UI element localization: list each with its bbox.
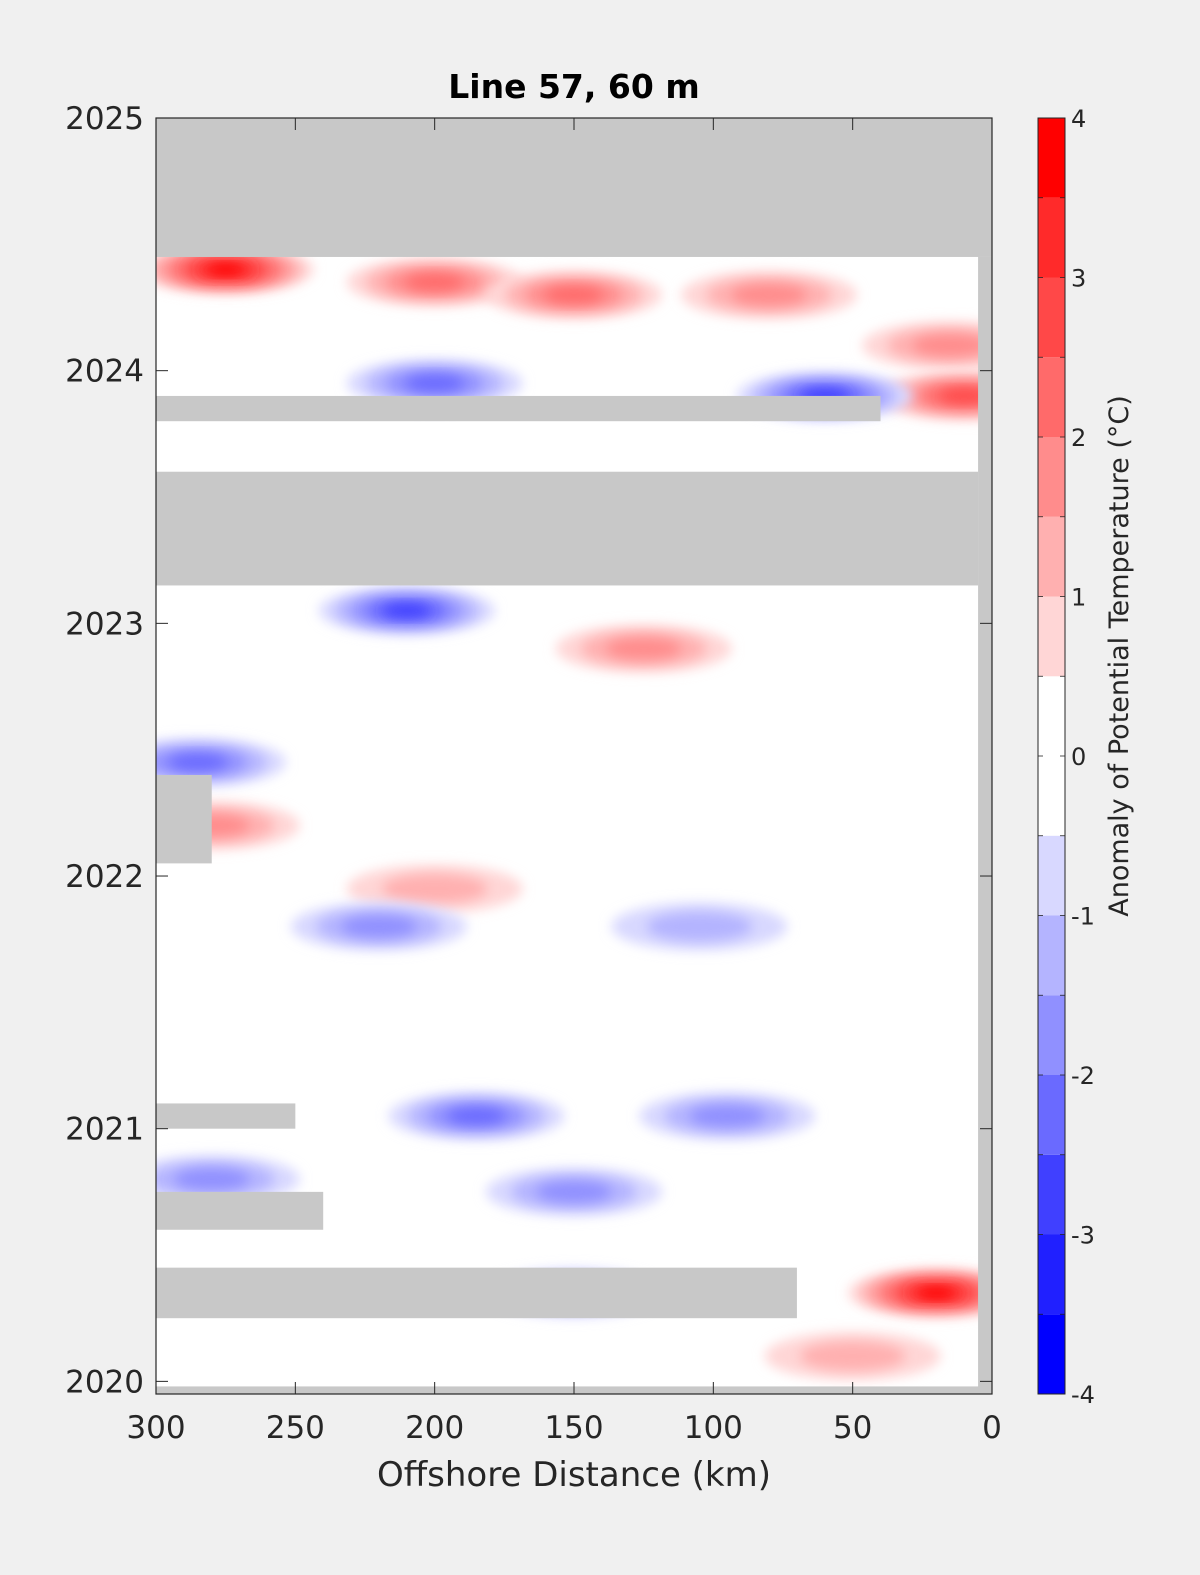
colorbar-swatch	[1038, 118, 1065, 198]
anomaly-contour	[405, 274, 464, 291]
x-tick-label: 300	[126, 1410, 185, 1446]
colorbar-swatch	[1038, 756, 1065, 836]
x-axis-label: Offshore Distance (km)	[377, 1455, 771, 1495]
no-data-region	[156, 395, 881, 422]
anomaly-contour	[605, 638, 682, 659]
colorbar-swatch	[1038, 1075, 1065, 1155]
colorbar-swatch	[1038, 197, 1065, 278]
no-data-region	[156, 471, 979, 586]
colorbar-swatch	[1038, 676, 1065, 756]
colorbar-tick-label: 4	[1071, 105, 1086, 133]
no-data-region	[156, 1103, 296, 1129]
colorbar-tick-label: -3	[1071, 1222, 1095, 1250]
y-tick-label: 2021	[65, 1112, 144, 1148]
x-tick-label: 250	[266, 1410, 325, 1446]
colorbar-tick-label: 3	[1071, 265, 1086, 293]
colorbar-swatch	[1038, 1314, 1065, 1394]
anomaly-contour	[382, 604, 431, 618]
anomaly-contour	[536, 1181, 612, 1203]
anomaly-contour	[646, 912, 753, 941]
colorbar-tick-label: 0	[1071, 743, 1086, 771]
anomaly-contour	[405, 375, 464, 392]
anomaly-contour	[174, 1168, 250, 1190]
colorbar-tick-label: 2	[1071, 424, 1086, 452]
colorbar-swatch	[1038, 915, 1065, 996]
anomaly-contour	[544, 286, 604, 303]
anomaly-contour	[912, 335, 988, 356]
colorbar-swatch	[1038, 1154, 1065, 1235]
colorbar: -4 -3 -2 -1 0 1 2 3 4	[1037, 105, 1095, 1409]
no-data-region	[156, 774, 212, 864]
colorbar-swatch	[1038, 516, 1065, 597]
anomaly-contour	[731, 284, 807, 306]
anomaly-contour	[168, 754, 228, 771]
colorbar-swatch	[1038, 437, 1065, 517]
colorbar-swatch	[1038, 995, 1065, 1075]
colorbar-swatch	[1038, 835, 1065, 916]
colorbar-swatch	[1038, 277, 1065, 358]
colorbar-swatch	[1038, 1234, 1065, 1315]
y-tick-label: 2024	[65, 354, 144, 390]
colorbar-label: Anomaly of Potential Temperature (°C)	[1104, 395, 1135, 917]
x-tick-label: 0	[982, 1410, 1002, 1446]
y-tick-label: 2020	[65, 1364, 144, 1400]
anomaly-contour	[208, 264, 244, 275]
colorbar-swatch	[1038, 596, 1065, 677]
anomaly-contour	[799, 1341, 906, 1371]
anomaly-contour	[447, 1108, 506, 1125]
y-axis: 2020 2021 2022 2023 2024 2025	[65, 101, 992, 1400]
y-tick-label: 2022	[65, 859, 144, 895]
anomaly-contour	[341, 916, 417, 937]
colorbar-tick-label: 1	[1071, 584, 1086, 612]
y-tick-label: 2023	[65, 606, 144, 642]
colorbar-tick-label: -1	[1071, 903, 1095, 931]
no-data-region	[156, 118, 992, 257]
no-data-region	[978, 256, 992, 1394]
no-data-region	[156, 1191, 324, 1230]
no-data-region	[156, 1267, 797, 1319]
colorbar-swatch	[1038, 357, 1065, 437]
anomaly-field	[156, 118, 992, 1394]
colorbar-tick-label: -2	[1071, 1062, 1095, 1090]
x-axis: 300 250 200 150 100 50 0	[126, 118, 1002, 1446]
x-tick-label: 200	[405, 1410, 464, 1446]
anomaly-contour	[381, 874, 488, 904]
x-tick-label: 50	[833, 1410, 872, 1446]
x-tick-label: 100	[684, 1410, 743, 1446]
anomaly-contour	[940, 389, 989, 403]
anomaly-contour	[918, 1288, 954, 1298]
anomaly-contour	[689, 1105, 765, 1127]
chart-title: Line 57, 60 m	[448, 67, 699, 106]
x-tick-label: 150	[544, 1410, 603, 1446]
colorbar-tick-label: -4	[1071, 1381, 1095, 1409]
plot-area	[155, 117, 993, 1395]
y-tick-label: 2025	[65, 101, 144, 137]
